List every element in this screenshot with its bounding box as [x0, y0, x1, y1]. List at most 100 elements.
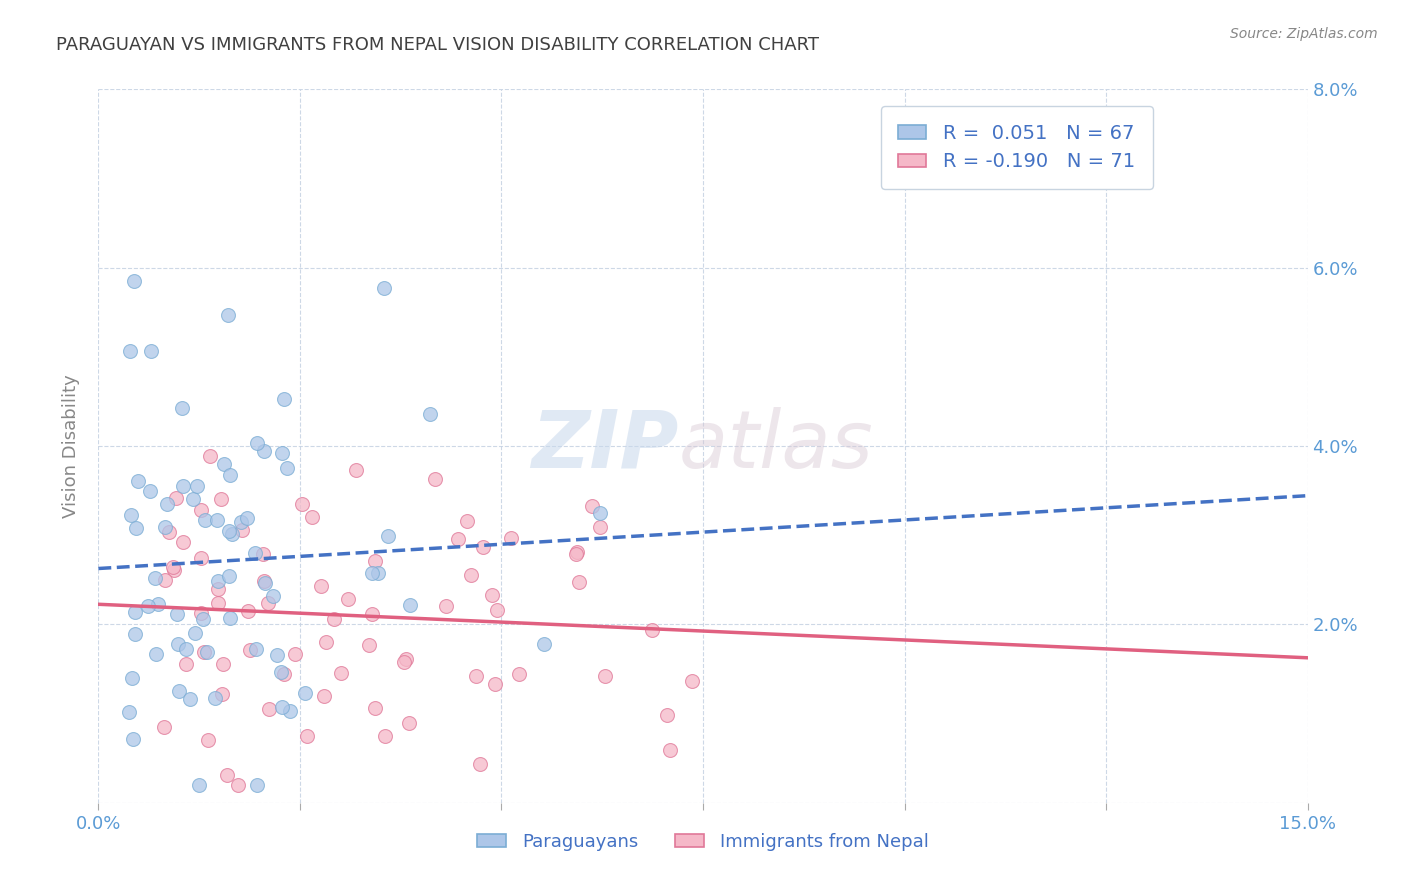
Point	[118, 706, 141, 720]
Point	[186, 479, 208, 493]
Point	[681, 674, 703, 689]
Point	[181, 492, 204, 507]
Point	[270, 665, 292, 679]
Point	[170, 401, 193, 415]
Point	[219, 611, 242, 625]
Point	[146, 597, 169, 611]
Point	[239, 642, 262, 657]
Point	[271, 699, 294, 714]
Point	[373, 281, 395, 295]
Point	[357, 639, 380, 653]
Point	[207, 582, 229, 596]
Text: Source: ZipAtlas.com: Source: ZipAtlas.com	[1230, 27, 1378, 41]
Point	[172, 535, 194, 549]
Point	[118, 344, 141, 359]
Point	[193, 645, 215, 659]
Point	[658, 743, 681, 757]
Point	[266, 648, 288, 662]
Point	[533, 637, 555, 651]
Point	[253, 444, 276, 458]
Point	[508, 667, 530, 681]
Point	[122, 731, 145, 746]
Point	[229, 515, 252, 529]
Point	[139, 483, 162, 498]
Point	[243, 546, 266, 560]
Point	[155, 520, 177, 534]
Point	[218, 569, 240, 583]
Point	[174, 641, 197, 656]
Point	[215, 768, 238, 782]
Point	[172, 479, 194, 493]
Point	[419, 407, 441, 421]
Point	[322, 612, 344, 626]
Point	[640, 623, 662, 637]
Point	[190, 502, 212, 516]
Point	[367, 566, 389, 581]
Point	[301, 510, 323, 524]
Point	[294, 686, 316, 700]
Point	[169, 683, 191, 698]
Point	[280, 704, 302, 718]
Point	[204, 691, 226, 706]
Point	[374, 729, 396, 743]
Point	[364, 554, 387, 568]
Point	[127, 474, 149, 488]
Point	[252, 547, 274, 561]
Point	[295, 730, 318, 744]
Point	[179, 692, 201, 706]
Point	[228, 778, 250, 792]
Point	[456, 515, 478, 529]
Point	[153, 720, 176, 734]
Point	[246, 778, 269, 792]
Point	[157, 524, 180, 539]
Point	[565, 547, 588, 561]
Point	[657, 708, 679, 723]
Point	[434, 599, 457, 613]
Point	[262, 589, 284, 603]
Point	[245, 642, 267, 657]
Point	[122, 274, 145, 288]
Point	[139, 344, 162, 359]
Point	[217, 308, 239, 322]
Point	[246, 436, 269, 450]
Point	[236, 511, 259, 525]
Point	[166, 607, 188, 621]
Point	[197, 732, 219, 747]
Point	[392, 655, 415, 669]
Point	[276, 460, 298, 475]
Point	[124, 605, 146, 619]
Point	[211, 687, 233, 701]
Point	[472, 540, 495, 554]
Point	[218, 524, 240, 538]
Point	[194, 513, 217, 527]
Point	[481, 589, 503, 603]
Point	[207, 574, 229, 589]
Point	[163, 564, 186, 578]
Point	[136, 599, 159, 614]
Point	[143, 571, 166, 585]
Point	[309, 579, 332, 593]
Point	[209, 492, 232, 507]
Point	[165, 491, 187, 505]
Point	[195, 645, 218, 659]
Text: PARAGUAYAN VS IMMIGRANTS FROM NEPAL VISION DISABILITY CORRELATION CHART: PARAGUAYAN VS IMMIGRANTS FROM NEPAL VISI…	[56, 36, 820, 54]
Point	[314, 689, 336, 703]
Point	[125, 521, 148, 535]
Text: ZIP: ZIP	[531, 407, 679, 485]
Point	[273, 392, 295, 406]
Point	[568, 575, 591, 590]
Point	[485, 603, 508, 617]
Point	[124, 626, 146, 640]
Point	[581, 499, 603, 513]
Point	[395, 652, 418, 666]
Point	[565, 545, 588, 559]
Point	[377, 529, 399, 543]
Point	[207, 596, 229, 610]
Point	[120, 508, 142, 522]
Point	[336, 592, 359, 607]
Text: atlas: atlas	[679, 407, 873, 485]
Point	[231, 524, 253, 538]
Point	[270, 446, 292, 460]
Point	[344, 463, 367, 477]
Point	[589, 520, 612, 534]
